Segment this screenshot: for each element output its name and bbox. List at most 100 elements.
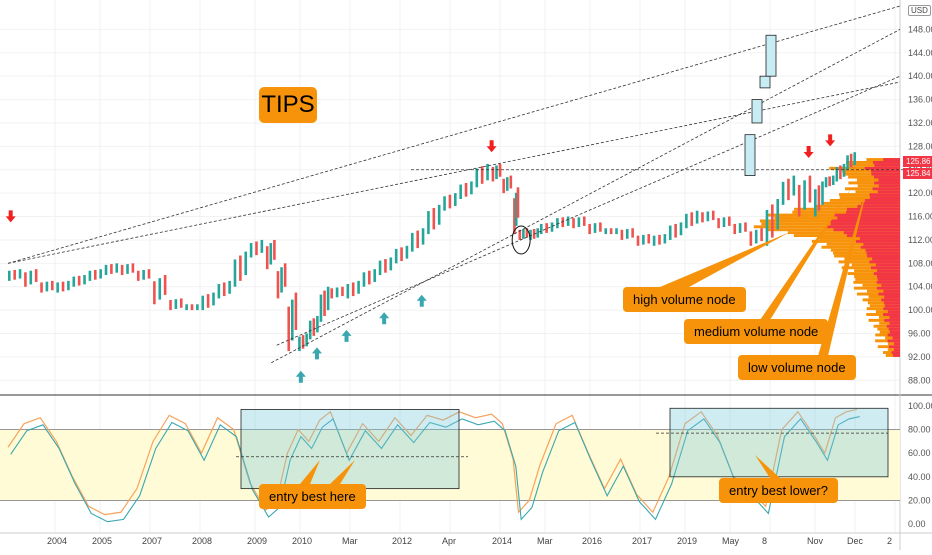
volume-bar-inner xyxy=(843,231,900,235)
price-column xyxy=(24,272,27,287)
price-column xyxy=(514,192,518,226)
price-column xyxy=(323,290,326,316)
volume-bar-inner xyxy=(887,333,900,337)
volume-bar-inner xyxy=(846,210,900,214)
price-column xyxy=(821,181,824,205)
price-column xyxy=(346,283,350,299)
price-column xyxy=(8,270,11,281)
y-tick-label: 136.00 xyxy=(908,95,932,105)
price-column xyxy=(316,315,319,333)
price-column xyxy=(545,223,548,233)
price-column xyxy=(582,216,586,226)
volume-bar xyxy=(862,283,900,287)
price-column xyxy=(749,231,753,246)
volume-bar-inner xyxy=(886,324,900,328)
projection-box xyxy=(765,34,777,77)
price-column xyxy=(502,178,505,194)
price-column xyxy=(701,212,704,223)
buy-arrow-icon xyxy=(379,312,390,325)
volume-bar-inner xyxy=(872,257,900,261)
price-column xyxy=(373,269,376,283)
volume-bar-inner xyxy=(878,184,900,188)
price-column xyxy=(287,306,291,352)
price-column xyxy=(679,222,683,236)
price-column xyxy=(668,225,672,240)
price-column xyxy=(733,223,737,235)
volume-bar-inner xyxy=(877,277,900,281)
callout-entry-best-lower: entry best lower? xyxy=(719,478,838,503)
volume-bar-inner xyxy=(891,351,900,354)
y-tick-label: 148.00 xyxy=(908,24,932,34)
price-column xyxy=(454,193,457,207)
price-column xyxy=(437,204,441,225)
callout-medium-volume-node: medium volume node xyxy=(684,319,829,344)
volume-bar xyxy=(877,327,900,331)
x-tick-label: Mar xyxy=(342,536,358,546)
sell-arrow-icon xyxy=(825,134,836,147)
volume-bar-inner xyxy=(869,196,900,199)
price-column xyxy=(341,286,344,297)
volume-profile xyxy=(753,158,900,357)
price-column xyxy=(495,165,498,180)
stoch-line-fast xyxy=(10,416,860,523)
volume-bar-inner xyxy=(892,353,900,357)
price-column xyxy=(609,228,613,235)
y-tick-label: 140.00 xyxy=(908,71,932,81)
y-tick-label: 116.00 xyxy=(908,212,932,222)
price-column xyxy=(153,281,156,305)
x-tick-label: May xyxy=(722,536,740,546)
volume-bar-inner xyxy=(847,207,900,211)
volume-bar-inner xyxy=(873,272,900,276)
price-column xyxy=(620,229,624,240)
volume-bar-inner xyxy=(830,222,900,226)
price-column xyxy=(50,280,54,291)
pointer-entry-lower xyxy=(755,455,780,478)
price-column xyxy=(550,222,554,232)
volume-bar-inner xyxy=(881,298,900,302)
currency-label[interactable]: USD xyxy=(908,5,931,16)
price-column xyxy=(464,183,468,197)
projection-box xyxy=(759,75,771,89)
sell-arrow-icon xyxy=(803,146,814,159)
x-tick-label: Nov xyxy=(807,536,824,546)
price-column xyxy=(803,180,806,210)
price-column xyxy=(459,184,462,199)
y-tick-label: 120.00 xyxy=(908,188,932,198)
volume-bar-inner xyxy=(883,307,900,311)
callout-high-volume-node: high volume node xyxy=(623,287,746,312)
price-column xyxy=(126,264,129,274)
price-column xyxy=(498,163,502,177)
volume-bar-inner xyxy=(884,318,900,322)
volume-bar-inner xyxy=(889,330,900,334)
stoch-y-tick-label: 20.00 xyxy=(908,495,931,505)
callout-low-volume-node: low volume node xyxy=(738,355,856,380)
price-column xyxy=(781,181,785,205)
price-column xyxy=(239,255,242,281)
price-column xyxy=(93,269,97,280)
price-column xyxy=(427,211,430,235)
price-column xyxy=(728,216,731,226)
price-column xyxy=(470,181,473,195)
price-column xyxy=(711,210,715,221)
price-column xyxy=(411,232,414,252)
volume-bar-inner xyxy=(884,295,900,299)
y-tick-label: 96.00 xyxy=(908,329,931,339)
price-column xyxy=(291,299,294,341)
price-column xyxy=(190,304,194,311)
trend-line xyxy=(271,29,901,364)
price-column xyxy=(294,292,298,331)
stoch-y-tick-label: 100.00 xyxy=(908,401,932,411)
y-tick-label: 112.00 xyxy=(908,235,932,245)
price-column xyxy=(217,283,221,299)
price-column xyxy=(480,166,484,184)
price-column xyxy=(326,286,330,311)
pointer-entry-here-b xyxy=(330,460,355,484)
price-column xyxy=(647,234,651,244)
price-column xyxy=(301,335,305,349)
x-tick-label: 2016 xyxy=(582,536,602,546)
reversal-circle xyxy=(511,225,531,255)
price-column xyxy=(849,153,853,168)
price-column xyxy=(421,228,425,245)
